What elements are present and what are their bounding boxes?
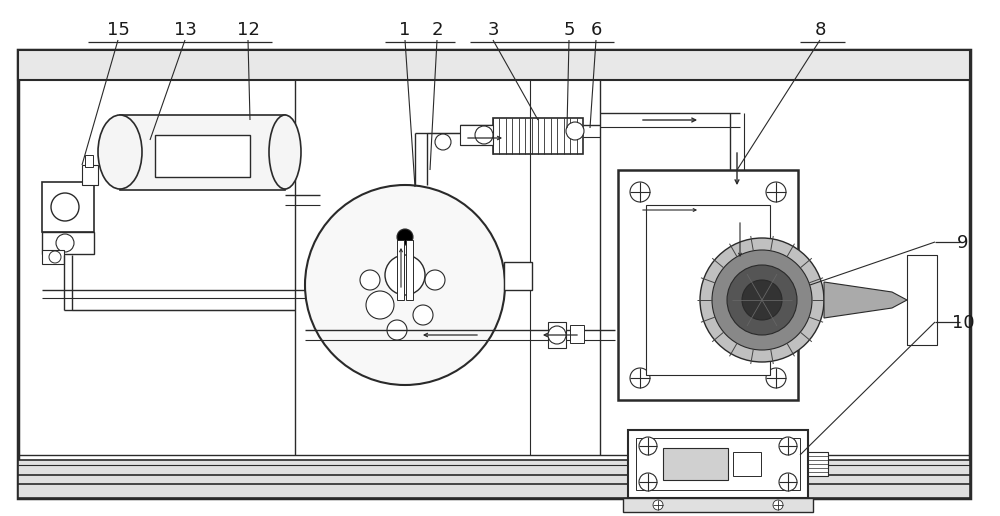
Circle shape <box>366 291 394 319</box>
Circle shape <box>360 270 380 290</box>
Circle shape <box>51 193 79 221</box>
Bar <box>85 155 93 167</box>
Circle shape <box>742 280 782 320</box>
Circle shape <box>305 185 505 385</box>
Bar <box>82 165 98 185</box>
Bar <box>808 452 828 476</box>
Circle shape <box>413 305 433 325</box>
Ellipse shape <box>98 115 142 189</box>
Bar <box>636 438 800 490</box>
Text: 12: 12 <box>237 21 259 39</box>
Bar <box>406 240 413 300</box>
Bar <box>618 170 798 400</box>
Circle shape <box>766 368 786 388</box>
Bar <box>42 250 64 264</box>
Ellipse shape <box>269 115 301 189</box>
Text: 6: 6 <box>590 21 602 39</box>
Bar <box>18 475 970 487</box>
Bar <box>42 232 94 254</box>
Text: 13: 13 <box>174 21 196 39</box>
Circle shape <box>700 238 824 362</box>
Text: 15: 15 <box>107 21 129 39</box>
Bar <box>570 325 584 343</box>
Bar <box>18 50 970 80</box>
Bar <box>493 118 583 154</box>
Circle shape <box>548 326 566 344</box>
Bar <box>504 262 532 290</box>
Text: 9: 9 <box>957 234 969 252</box>
Circle shape <box>435 134 451 150</box>
Circle shape <box>639 473 657 491</box>
Circle shape <box>779 473 797 491</box>
Text: 5: 5 <box>563 21 575 39</box>
Polygon shape <box>824 282 907 318</box>
Circle shape <box>653 500 663 510</box>
Text: 8: 8 <box>814 21 826 39</box>
Text: 1: 1 <box>399 21 411 39</box>
Circle shape <box>779 437 797 455</box>
Circle shape <box>639 437 657 455</box>
Circle shape <box>385 255 425 295</box>
Bar <box>397 240 404 300</box>
Circle shape <box>630 368 650 388</box>
Bar <box>155 135 250 177</box>
Bar <box>18 484 970 498</box>
Circle shape <box>766 182 786 202</box>
Text: 2: 2 <box>431 21 443 39</box>
Bar <box>663 448 728 480</box>
Circle shape <box>773 500 783 510</box>
Circle shape <box>387 320 407 340</box>
Bar <box>623 498 813 512</box>
Circle shape <box>566 122 584 140</box>
Text: 10: 10 <box>952 314 974 332</box>
Text: 3: 3 <box>487 21 499 39</box>
Bar <box>18 460 970 478</box>
Circle shape <box>56 234 74 252</box>
Bar <box>628 430 808 498</box>
Circle shape <box>727 265 797 335</box>
Circle shape <box>475 126 493 144</box>
Bar <box>907 255 937 345</box>
Circle shape <box>712 250 812 350</box>
Circle shape <box>49 251 61 263</box>
Circle shape <box>630 182 650 202</box>
Bar <box>460 125 493 145</box>
Circle shape <box>425 270 445 290</box>
Bar <box>18 50 970 498</box>
Bar <box>646 205 770 375</box>
Bar <box>42 182 94 232</box>
Circle shape <box>397 229 413 245</box>
Bar <box>733 452 761 476</box>
Bar <box>120 115 285 190</box>
Bar <box>548 322 566 348</box>
